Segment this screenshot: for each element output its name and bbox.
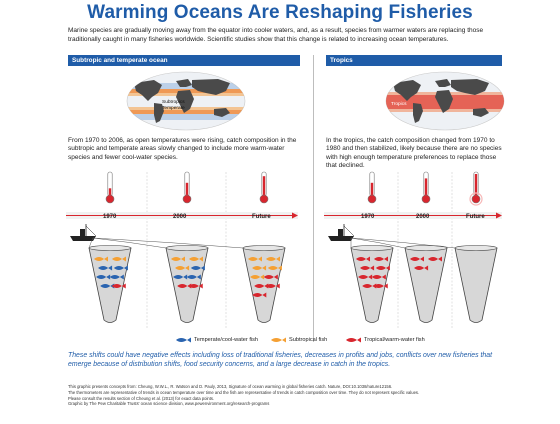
timeline-arrow-left	[66, 212, 298, 219]
map-label-temperate: Temperate	[162, 105, 185, 111]
fishing-net	[165, 245, 209, 323]
world-map-subtropic: Subtropics Temperate	[126, 71, 246, 131]
timeline-label-1970-left: 1970	[103, 214, 117, 220]
timeline-label-future-right: Future	[466, 214, 485, 220]
footnote-thermometer: The thermometers are representative of t…	[68, 389, 420, 395]
tropical-fish-icon	[371, 274, 386, 280]
tropical-fish-icon	[428, 256, 442, 262]
footnote-citation: This graphic presents concepts from: Che…	[68, 384, 393, 389]
tropical-fish-icon	[265, 283, 280, 289]
intro-paragraph: Marine species are gradually moving away…	[68, 27, 484, 43]
footnote-credit: Graphic by The Pew Charitable Trusts' oc…	[68, 401, 270, 407]
temperate-fish-icon	[190, 265, 205, 271]
fishing-boat-icon	[328, 224, 355, 241]
temperate-fish-icon	[173, 274, 188, 280]
timeline-label-future-left: Future	[252, 214, 271, 220]
temperate-fish-icon	[98, 265, 113, 271]
world-map-tropics: Tropics	[385, 71, 505, 131]
temperate-fish-icon	[96, 274, 111, 280]
subtropical-fish-icon	[248, 256, 262, 262]
tropical-fish-icon	[360, 265, 375, 271]
tow-line	[350, 237, 406, 249]
thermometer-icon	[469, 171, 483, 206]
tropical-fish-icon	[358, 274, 373, 280]
tropical-fish-icon	[252, 292, 267, 298]
tropical-fish-icon	[373, 283, 388, 289]
fishing-net	[350, 245, 394, 323]
timeline-label-2000-left: 2000	[173, 214, 187, 220]
tropical-fish-icon	[375, 265, 390, 271]
timeline-arrow-right	[324, 212, 502, 219]
tropical-fish-icon	[410, 256, 424, 262]
map-label-subtropics: Subtropics	[162, 99, 185, 105]
subtropical-fish-icon	[267, 265, 282, 271]
tropical-fish-icon	[414, 265, 429, 271]
fishing-boat-icon	[70, 224, 97, 241]
tow-line	[92, 237, 167, 249]
thermometer-icon	[367, 171, 377, 204]
tropical-fish-icon	[188, 283, 203, 289]
tow-line	[92, 237, 244, 249]
footnotes: This graphic presents concepts from: Che…	[68, 384, 508, 407]
subtropical-fish-icon	[112, 256, 126, 262]
temperate-fish-icon	[176, 337, 191, 343]
catch-scene: 1970 2000 Future 1970 2000 Future	[66, 171, 502, 328]
panel-header-subtropic: Subtropic and temperate ocean	[68, 55, 300, 66]
subtropical-fish-icon	[189, 256, 203, 262]
fishing-net	[454, 245, 498, 323]
timeline-label-1970-right: 1970	[361, 214, 375, 220]
subtropical-fish-icon	[250, 274, 265, 280]
tropical-fish-icon	[356, 256, 370, 262]
tropical-fish-icon	[346, 337, 361, 343]
subtropical-fish-icon	[252, 265, 267, 271]
subtropical-fish-icon	[94, 256, 108, 262]
panel-header-tropics: Tropics	[326, 55, 502, 66]
fishing-net	[242, 245, 286, 323]
temperate-fish-icon	[113, 265, 128, 271]
fishing-net	[404, 245, 448, 323]
subtropical-fish-icon	[266, 256, 280, 262]
tropical-fish-icon	[374, 256, 388, 262]
page-title: Warming Oceans Are Reshaping Fisheries	[87, 2, 473, 23]
description-tropics: In the tropics, the catch composition ch…	[326, 137, 502, 170]
thermometer-icon	[105, 171, 115, 204]
map-label-tropics: Tropics	[391, 101, 407, 107]
timeline-label-2000-right: 2000	[416, 214, 430, 220]
subtropical-fish-icon	[171, 256, 185, 262]
fishing-net	[88, 245, 132, 323]
panel-divider	[313, 55, 314, 342]
temperate-fish-icon	[109, 274, 124, 280]
thermometer-icon	[182, 171, 192, 204]
tropical-fish-icon	[111, 283, 126, 289]
thermometer-icon	[421, 171, 431, 204]
consequence-statement: These shifts could have negative effects…	[68, 352, 492, 368]
footnote-results: Please consult the results section of Ch…	[68, 395, 215, 401]
subtropical-fish-icon	[271, 337, 286, 343]
tow-line	[88, 237, 94, 249]
temperate-fish-icon	[186, 274, 201, 280]
thermometer-icon	[259, 171, 269, 204]
tropical-fish-icon	[263, 274, 278, 280]
description-subtropic: From 1970 to 2006, as open temperatures …	[68, 137, 297, 161]
subtropical-fish-icon	[175, 265, 190, 271]
tow-line	[350, 237, 456, 249]
